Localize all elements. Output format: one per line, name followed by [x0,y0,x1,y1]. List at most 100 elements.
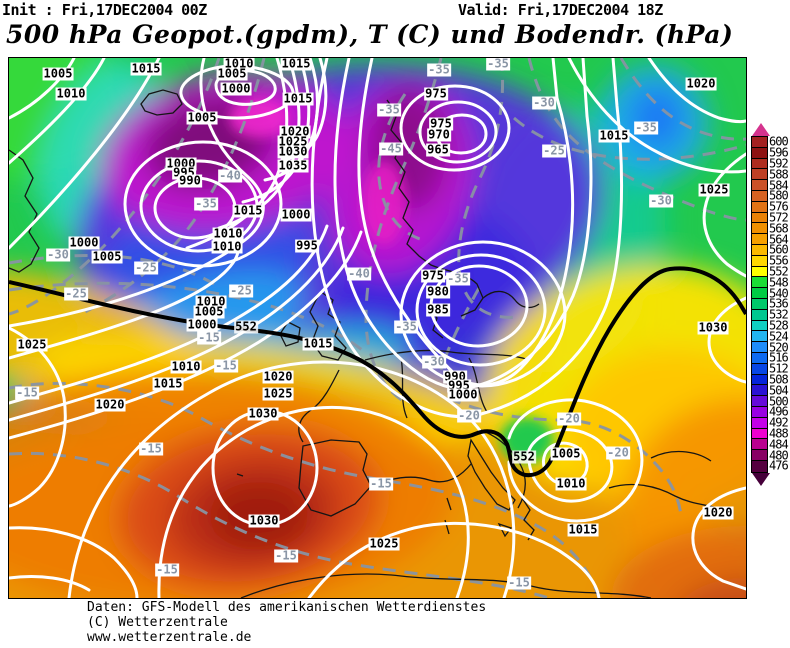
weather-map: 1005 1010 1015 1010 1005 1000 1005 1000 995 990 10… [8,57,747,599]
valid-time-label: Valid: Fri,17DEC2004 18Z [458,1,663,19]
colorbar-tick-label: 592 [769,156,789,171]
footer-copyright: (C) Wetterzentrale [87,615,228,630]
pressure-label: 1000 [186,317,218,332]
temperature-isotherms [9,58,746,598]
colorbar-cell [752,309,767,321]
colorbar-cell [752,331,767,343]
colorbar-cell [752,190,767,202]
temperature-label: -35 [486,58,510,71]
pressure-label: 1000 [280,207,312,222]
pressure-label: 1010 [170,359,202,374]
pressure-label: 975 [429,116,453,131]
colorbar-cell [752,298,767,310]
pressure-label: 1020 [685,76,717,91]
pressure-label: 1010 [555,476,587,491]
colorbar-cell [752,320,767,332]
pressure-label: 1010 [212,226,244,241]
colorbar-tick-label: 528 [769,318,789,333]
page-title: 500 hPa Geopot.(gpdm), T (C) und Bodendr… [6,20,734,49]
colorbar-row: 504 [752,384,789,396]
temperature-label: -15 [155,562,179,577]
colorbar-cell [752,450,767,461]
colorbar-tick-label: 484 [769,437,789,452]
pressure-label: 1015 [152,376,184,391]
pressure-label: 965 [426,142,450,157]
colorbar-row: 528 [752,319,789,332]
colorbar-cells: 600 596 592 588 584 580 576 572 568 564 560 556 552 5… [751,136,789,473]
colorbar-tick-label: 524 [769,329,789,344]
pressure-label: 1015 [282,91,314,106]
colorbar-tick-label: 576 [769,199,789,214]
geopotential-label: 552 [512,449,536,464]
colorbar-tick-label: 556 [769,253,789,268]
temperature-label: -25 [64,286,88,301]
colorbar-tick-label: 572 [769,210,789,225]
colorbar-row: 572 [752,211,789,224]
pressure-label: 1010 [195,294,227,309]
temperature-label: -15 [369,476,393,491]
map-labels: 1005 1010 1015 1010 1005 1000 1005 1000 995 990 10… [9,58,746,598]
pressure-label: 1010 [211,239,243,254]
pressure-label: 1030 [247,406,279,421]
pressure-label: 1025 [277,134,309,149]
temperature-label: -15 [507,575,531,590]
colorbar-tick-label: 532 [769,307,789,322]
colorbar-tick-label: 560 [769,242,789,257]
pressure-label: 990 [178,173,202,188]
colorbar-tick-label: 488 [769,426,789,441]
colorbar-cell [752,288,767,299]
colorbar-tick-label: 564 [769,232,789,247]
temperature-label: -25 [229,283,253,298]
colorbar-cell [752,137,767,148]
colorbar-cell [752,234,767,245]
temperature-label: -20 [557,411,581,426]
pressure-label: 1005 [42,66,74,81]
colorbar-tick-label: 500 [769,394,789,409]
pressure-label: 1015 [567,522,599,537]
colorbar-cell [752,460,767,472]
colorbar-tick-label: 536 [769,296,789,311]
colorbar-row: 556 [752,255,789,267]
colorbar-row: 508 [752,373,789,385]
colorbar-row: 524 [752,330,789,343]
colorbar-row: 536 [752,298,789,310]
temperature-label: -35 [377,102,401,117]
colorbar-row: 600 [752,136,789,148]
temperature-label: -40 [218,168,242,183]
temperature-label: -25 [542,143,566,158]
pressure-label: 970 [427,127,451,142]
colorbar-tick-label: 516 [769,350,789,365]
colorbar-cell [752,244,767,256]
colorbar-row: 496 [752,406,789,418]
colorbar-row: 492 [752,417,789,429]
temperature-label: -40 [347,266,371,281]
temperature-label: -35 [446,271,470,286]
init-time-label: Init : Fri,17DEC2004 00Z [2,1,207,19]
colorbar-row: 532 [752,309,789,321]
pressure-label: 1030 [248,513,280,528]
colorbar-tick-label: 520 [769,340,789,355]
colorbar-cell [752,352,767,364]
colorbar-cell [752,277,767,289]
pressure-label: 1015 [130,61,162,76]
pressure-label: 975 [424,86,448,101]
colorbar-row: 548 [752,276,789,289]
pressure-label: 1015 [232,203,264,218]
pressure-label: 1030 [277,144,309,159]
colorbar-cell [752,255,767,267]
temperature-label: -35 [394,319,418,334]
colorbar-cell [752,169,767,181]
colorbar-arrow-up-icon [752,123,770,136]
colorbar-row: 520 [752,341,789,353]
pressure-label: 1010 [223,58,255,71]
colorbar-row: 576 [752,201,789,213]
colorbar-cell [752,212,767,224]
pressure-label: 1020 [262,369,294,384]
colorbar-tick-label: 504 [769,383,789,398]
colorbar-cell [752,201,767,213]
pressure-label: 985 [426,302,450,317]
pressure-label: 1000 [220,81,252,96]
colorbar-tick-label: 568 [769,221,789,236]
pressure-label: 975 [421,268,445,283]
colorbar-row: 500 [752,395,789,407]
